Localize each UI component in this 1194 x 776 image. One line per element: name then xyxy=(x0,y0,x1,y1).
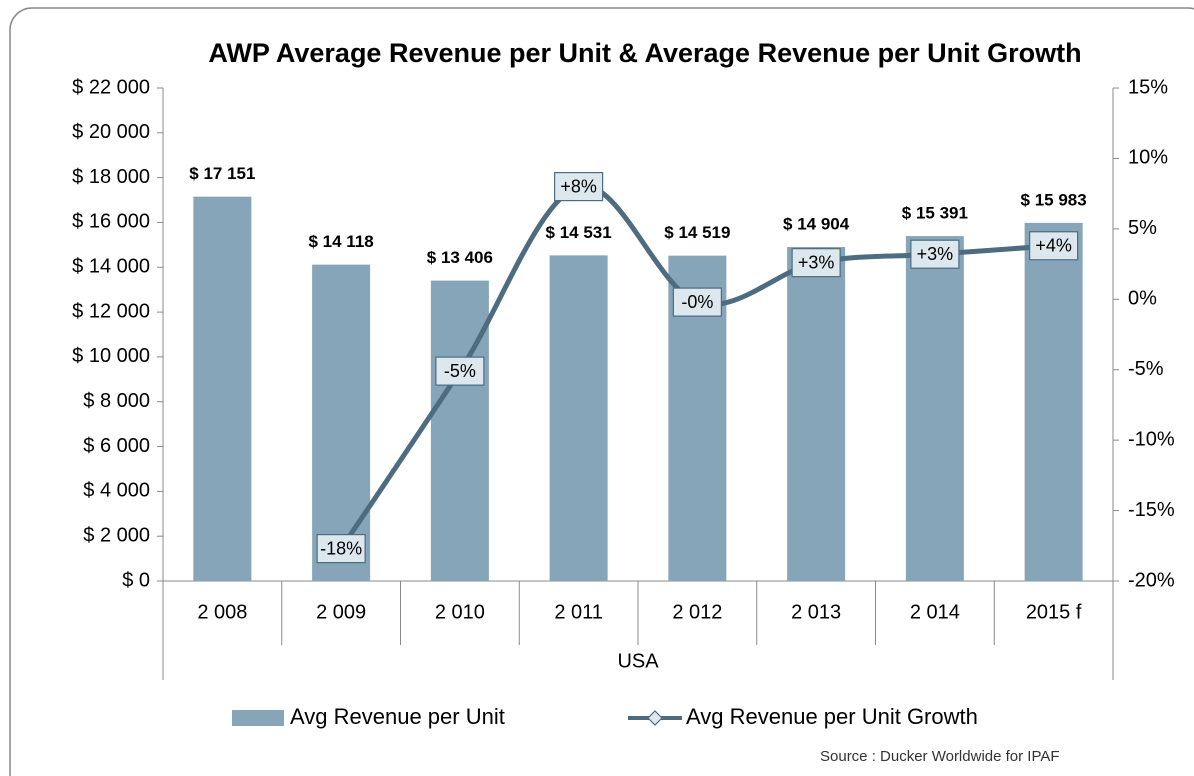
legend-label: Avg Revenue per Unit Growth xyxy=(686,704,978,729)
line-label-box xyxy=(791,248,841,278)
y-tick-label: $ 16 000 xyxy=(72,211,150,233)
line-value-label: +8% xyxy=(560,176,597,196)
bar xyxy=(430,280,489,581)
y-tick-label: $ 10 000 xyxy=(72,345,150,367)
line-value-label: +4% xyxy=(1035,236,1072,256)
bar-value-label: $ 17 151 xyxy=(189,164,255,183)
bar xyxy=(312,264,371,581)
bar-value-label: $ 13 406 xyxy=(427,248,493,267)
bar-value-label: $ 15 391 xyxy=(902,204,968,223)
bar-value-label: $ 14 531 xyxy=(546,223,612,242)
y-tick-label: $ 0 xyxy=(122,569,150,591)
line-value-label: -5% xyxy=(444,361,476,381)
x-tick-label: 2 014 xyxy=(910,601,960,623)
y2-tick-label: 10% xyxy=(1128,147,1168,169)
source-note: Source : Ducker Worldwide for IPAF xyxy=(820,748,1060,765)
y-tick-label: $ 12 000 xyxy=(72,300,150,322)
y-tick-label: $ 2 000 xyxy=(83,524,150,546)
x-tick-label: 2 010 xyxy=(435,601,485,623)
line-label-box xyxy=(435,356,485,386)
y-tick-label: $ 14 000 xyxy=(72,256,150,278)
y2-tick-label: 5% xyxy=(1128,217,1157,239)
x-tick-label: 2 011 xyxy=(554,601,603,623)
x-tick-label: 2 012 xyxy=(672,601,722,623)
line-label-box xyxy=(554,172,604,202)
y2-tick-label: -10% xyxy=(1128,428,1175,450)
line-label-box xyxy=(672,287,722,317)
legend-marker xyxy=(647,710,663,726)
bar-value-label: $ 14 118 xyxy=(309,232,374,251)
x-group-label: USA xyxy=(617,650,659,672)
chart-title: AWP Average Revenue per Unit & Average R… xyxy=(208,38,1082,68)
x-tick-label: 2 009 xyxy=(316,601,366,623)
line-value-label: +3% xyxy=(798,252,835,272)
y2-tick-label: 15% xyxy=(1128,76,1168,98)
y-tick-label: $ 6 000 xyxy=(83,435,150,457)
line-label-box xyxy=(1029,231,1079,261)
x-tick-label: 2 013 xyxy=(791,601,841,623)
y2-tick-label: -5% xyxy=(1128,358,1164,380)
y2-tick-label: -20% xyxy=(1128,569,1175,591)
y-tick-label: $ 18 000 xyxy=(72,166,150,188)
bar-value-label: $ 15 983 xyxy=(1021,190,1087,209)
y-tick-label: $ 4 000 xyxy=(83,480,150,502)
bar xyxy=(1024,222,1083,581)
bar-value-label: $ 14 904 xyxy=(783,214,850,233)
bar xyxy=(787,247,846,582)
x-tick-label: 2 008 xyxy=(197,601,247,623)
line-value-label: -0% xyxy=(681,292,713,312)
bar xyxy=(549,255,608,581)
line-label-box xyxy=(316,534,366,564)
line-label-box xyxy=(910,239,960,269)
bar xyxy=(905,236,964,581)
bar-value-label: $ 14 519 xyxy=(664,223,730,242)
y-tick-label: $ 8 000 xyxy=(83,390,150,412)
x-tick-label: 2015 f xyxy=(1026,601,1082,623)
y-tick-label: $ 20 000 xyxy=(72,121,150,143)
line-value-label: -18% xyxy=(320,538,362,558)
line-value-label: +3% xyxy=(917,244,954,264)
y2-tick-label: -15% xyxy=(1128,499,1175,521)
legend-swatch xyxy=(232,710,284,726)
y-tick-label: $ 22 000 xyxy=(72,76,150,98)
bar xyxy=(193,196,252,581)
legend-label: Avg Revenue per Unit xyxy=(290,704,505,729)
y2-tick-label: 0% xyxy=(1128,288,1157,310)
